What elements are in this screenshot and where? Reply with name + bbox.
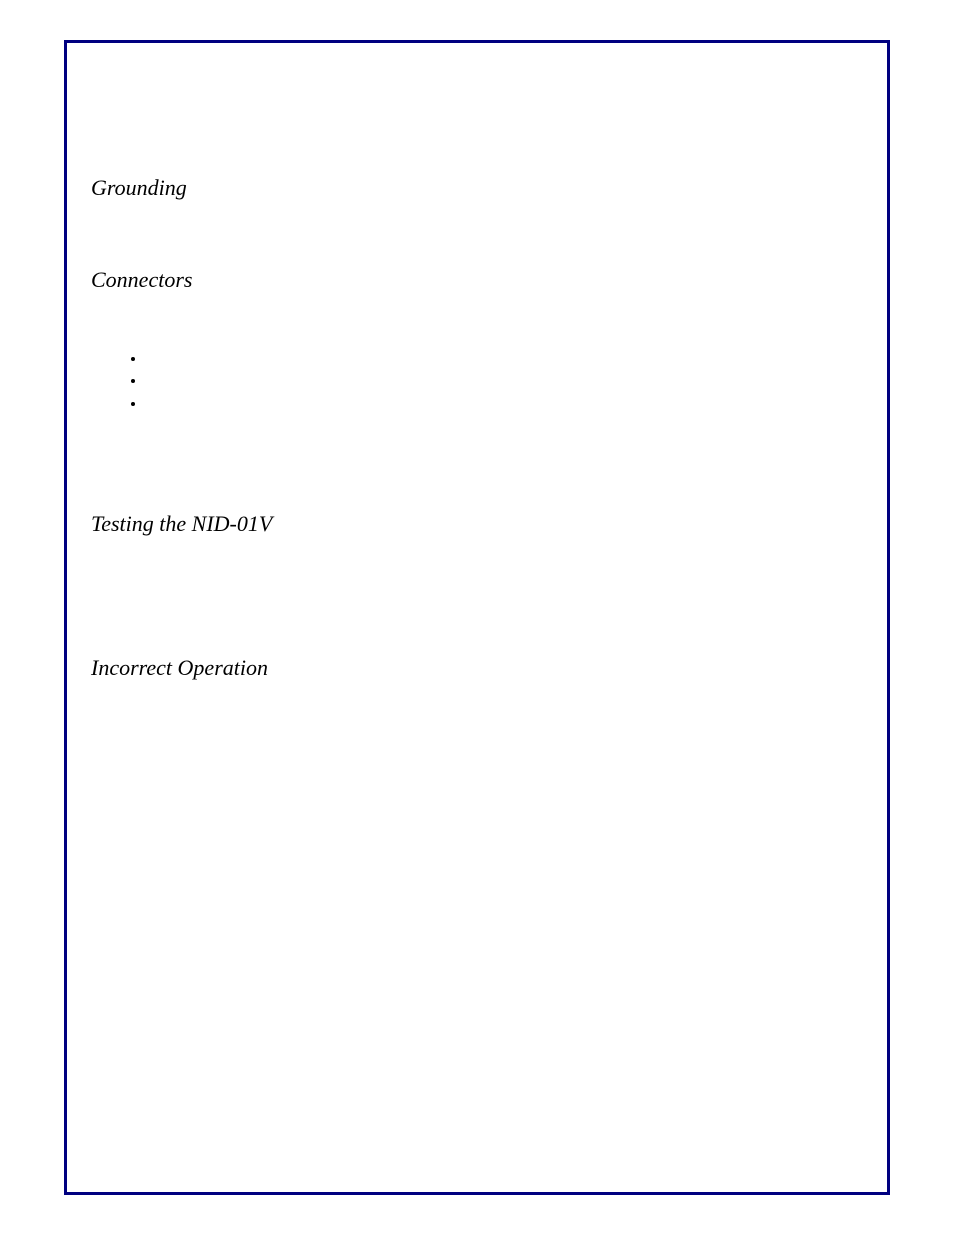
section-heading-connectors: Connectors [91, 267, 863, 293]
list-item [145, 393, 863, 415]
section-heading-incorrect-operation: Incorrect Operation [91, 655, 863, 681]
section-heading-grounding: Grounding [91, 175, 863, 201]
list-item [145, 370, 863, 392]
spacer [91, 555, 863, 655]
spacer [91, 415, 863, 511]
connectors-bullet-list [127, 348, 863, 415]
section-heading-testing: Testing the NID-01V [91, 511, 863, 537]
spacer [91, 312, 863, 348]
page: Grounding Connectors Testing the NID-01V… [0, 0, 954, 1235]
spacer [91, 219, 863, 267]
list-item [145, 348, 863, 370]
page-border: Grounding Connectors Testing the NID-01V… [64, 40, 890, 1195]
spacer [91, 73, 863, 175]
page-content: Grounding Connectors Testing the NID-01V… [67, 43, 887, 1192]
